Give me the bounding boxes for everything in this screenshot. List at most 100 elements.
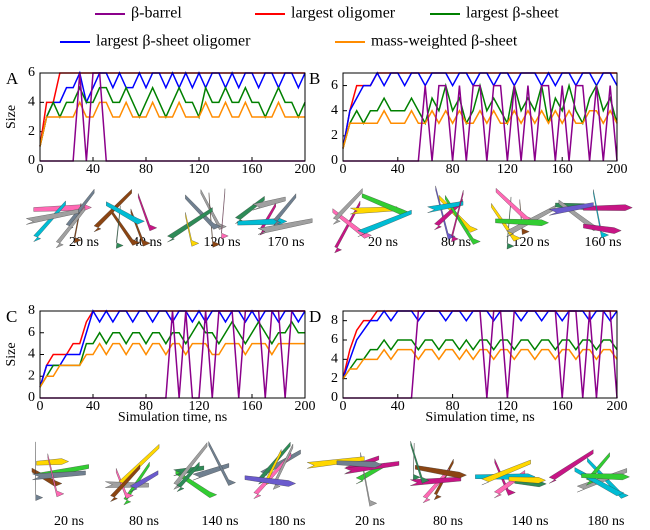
strand	[237, 218, 288, 226]
y-tick-label: 8	[331, 313, 338, 328]
strand	[581, 473, 630, 481]
x-tick-label: 80	[139, 162, 153, 177]
snapshot-label: 140 ns	[512, 514, 549, 529]
y-tick-label: 6	[28, 325, 35, 340]
strand	[208, 441, 236, 486]
strand	[593, 189, 609, 239]
strand	[357, 209, 412, 237]
y-tick-label: 4	[28, 95, 35, 110]
legend-label: largest oligomer	[291, 5, 396, 22]
y-tick-label: 0	[331, 153, 338, 168]
strand	[451, 190, 464, 243]
x-tick-label: 120	[497, 162, 518, 177]
strand	[427, 201, 464, 213]
snapshot-label: 80 ns	[129, 514, 159, 529]
strand	[252, 196, 286, 211]
strand	[185, 212, 200, 247]
y-tick-label: 2	[331, 128, 338, 143]
snapshot-label: 20 ns	[54, 514, 84, 529]
y-tick-label: 2	[28, 368, 35, 383]
series-line	[39, 85, 306, 147]
x-tick-label: 160	[242, 399, 263, 414]
panel-label: D	[309, 307, 321, 326]
x-tick-label: 160	[552, 399, 573, 414]
strand	[435, 185, 456, 240]
strand	[138, 193, 158, 232]
plot-frame	[39, 310, 306, 399]
snapshot-label: 80 ns	[441, 235, 471, 250]
strand	[257, 218, 313, 235]
plot-frame	[342, 72, 618, 162]
x-tick-label: 80	[446, 162, 460, 177]
x-axis-label: Simulation time, ns	[118, 410, 227, 425]
strand	[445, 194, 481, 245]
x-tick-label: 40	[86, 399, 100, 414]
strand	[415, 465, 467, 479]
snapshot-label: 180 ns	[588, 514, 625, 529]
legend-label: largest β-sheet	[466, 5, 559, 22]
strand	[110, 464, 141, 502]
strand	[548, 202, 594, 216]
y-axis-label: Size	[4, 342, 19, 366]
strand	[55, 206, 86, 249]
snapshot-label: 80 ns	[433, 514, 463, 529]
strand	[116, 468, 134, 499]
strand	[583, 223, 622, 234]
panel-label: B	[309, 69, 320, 88]
strand	[106, 201, 145, 225]
strand	[129, 470, 159, 493]
x-axis-label: Simulation time, ns	[425, 410, 534, 425]
snapshot-label: 20 ns	[368, 235, 398, 250]
strand	[36, 458, 70, 466]
x-tick-label: 200	[607, 399, 628, 414]
strand	[343, 461, 400, 475]
snapshot-label: 20 ns	[69, 235, 99, 250]
x-tick-label: 120	[189, 162, 210, 177]
series-line	[39, 309, 306, 388]
strand	[35, 441, 44, 501]
y-tick-label: 6	[28, 65, 35, 80]
strand	[332, 188, 363, 225]
strand	[506, 196, 515, 250]
panel-label: A	[6, 69, 19, 88]
legend-label: mass-weighted β-sheet	[371, 33, 518, 50]
x-tick-label: 160	[552, 162, 573, 177]
strand	[481, 459, 531, 486]
strand	[130, 208, 151, 247]
series-line	[39, 320, 305, 388]
y-tick-label: 4	[331, 103, 338, 118]
series-line	[342, 109, 618, 149]
x-tick-label: 40	[391, 162, 405, 177]
x-tick-label: 0	[340, 162, 347, 177]
strand	[495, 218, 550, 226]
strand	[235, 195, 265, 224]
y-tick-label: 4	[28, 347, 35, 362]
strand	[200, 189, 227, 230]
strand	[360, 452, 378, 507]
x-tick-label: 40	[86, 162, 100, 177]
series-line	[342, 309, 618, 379]
strand	[32, 470, 86, 480]
x-tick-label: 200	[607, 162, 628, 177]
strand	[25, 209, 79, 225]
strand	[410, 441, 430, 484]
series-line	[39, 72, 305, 147]
snapshot-label: 20 ns	[355, 514, 385, 529]
x-tick-label: 200	[295, 399, 316, 414]
strand	[253, 452, 292, 499]
x-tick-label: 80	[446, 399, 460, 414]
series-line	[342, 82, 618, 149]
strand	[244, 475, 296, 487]
strand	[176, 461, 200, 492]
series-line	[343, 310, 618, 399]
y-tick-label: 0	[28, 153, 35, 168]
x-tick-label: 120	[189, 399, 210, 414]
y-tick-label: 2	[28, 124, 35, 139]
snapshot-label: 180 ns	[269, 514, 306, 529]
strand	[167, 207, 213, 243]
strand	[173, 442, 208, 490]
strand	[508, 476, 546, 484]
legend-label: β-barrel	[131, 5, 182, 22]
plot-frame	[39, 72, 306, 162]
